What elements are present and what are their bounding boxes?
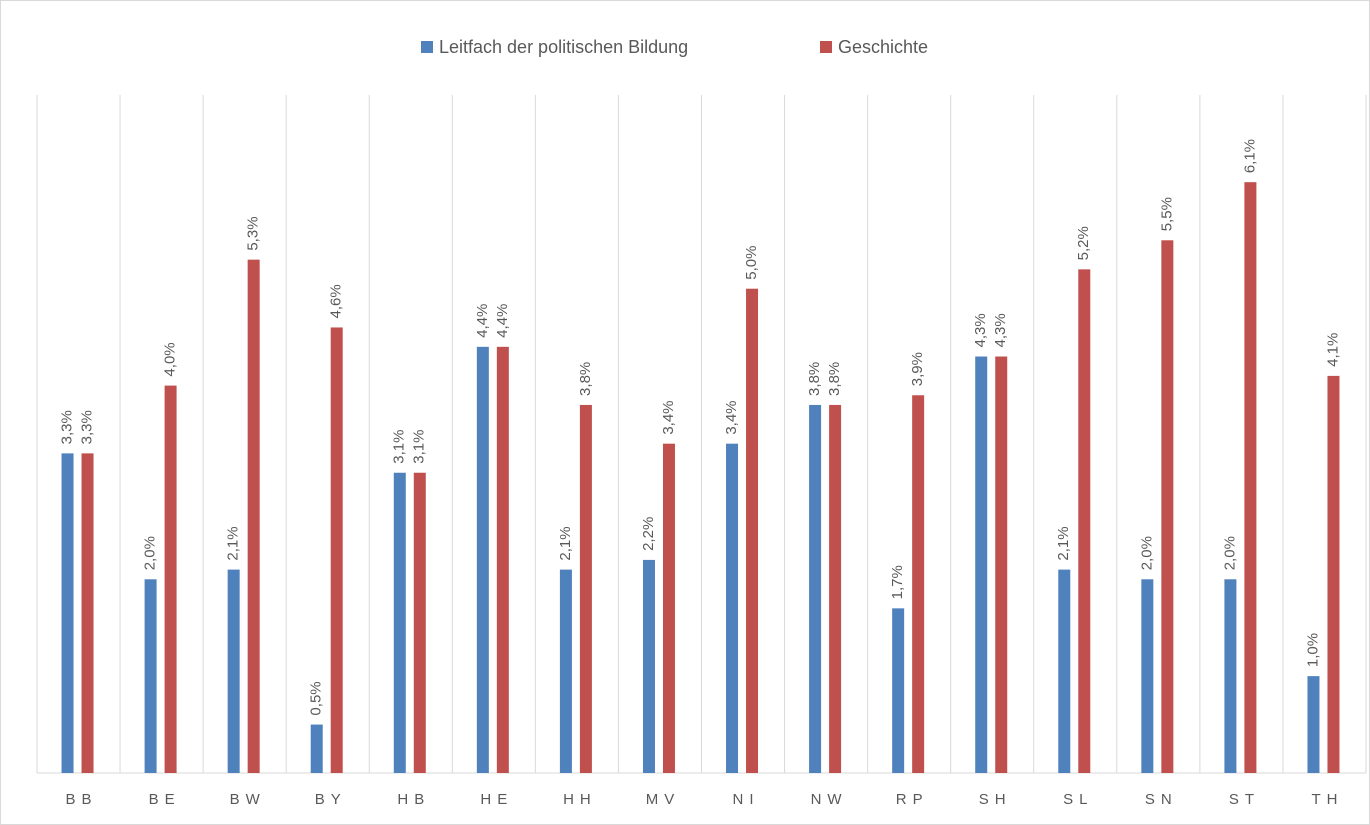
value-label: 2,0% [1221,536,1238,570]
legend-label: Leitfach der politischen Bildung [439,37,688,57]
value-label: 4,3% [972,313,989,347]
value-label: 1,0% [1304,633,1321,667]
value-label: 5,2% [1075,226,1092,260]
x-tick-label: BE [149,791,181,808]
bar [413,472,426,773]
value-label: 4,4% [474,304,491,338]
value-label: 3,4% [723,400,740,434]
bar [81,453,94,773]
value-label: 2,1% [557,526,574,560]
value-label: 2,2% [640,517,657,551]
bar [975,356,988,773]
value-label: 3,9% [909,352,926,386]
bar [1161,240,1174,774]
bar [912,395,925,773]
bar [61,453,74,773]
bar [726,443,739,773]
value-label: 4,0% [162,342,179,376]
x-tick-label: ST [1229,791,1260,808]
bar [476,346,489,773]
legend-label: Geschichte [838,37,928,57]
value-label: 4,1% [1324,333,1341,367]
x-tick-label: SN [1145,791,1178,808]
bar [1307,676,1320,773]
value-label: 3,8% [806,362,823,396]
value-label: 3,4% [660,400,677,434]
x-tick-label: TH [1311,791,1343,808]
bar [330,327,343,773]
bar [164,385,177,773]
x-tick-label: BY [315,791,347,808]
x-tick-label: HH [563,791,597,808]
bar [995,356,1008,773]
value-label: 5,3% [245,216,262,250]
value-label: 1,7% [889,565,906,599]
bar [393,472,406,773]
x-tick-label: HB [397,791,430,808]
bar [1078,269,1091,773]
bar [579,404,592,773]
value-label: 3,3% [79,410,96,444]
bar [829,404,842,773]
value-label: 4,4% [494,304,511,338]
bar [662,443,675,773]
value-label: 2,1% [1055,526,1072,560]
x-tick-label: NI [733,791,760,808]
x-tick-label: NW [811,791,848,808]
value-label: 2,1% [225,526,242,560]
x-tick-label: RP [896,791,929,808]
value-label: 6,1% [1241,139,1258,173]
value-label: 3,8% [577,362,594,396]
bar [227,569,240,773]
bar [247,259,260,774]
x-tick-label: BB [66,791,98,808]
legend-swatch [421,41,433,53]
value-label: 2,0% [1138,536,1155,570]
bar [1058,569,1071,773]
bar [1327,375,1340,773]
bar [496,346,509,773]
legend-swatch [820,41,832,53]
value-label: 3,1% [411,430,428,464]
x-tick-label: BW [230,791,266,808]
x-tick-label: SH [979,791,1012,808]
x-tick-label: HE [480,791,513,808]
bar [1224,579,1237,773]
value-label: 3,8% [826,362,843,396]
bar [746,288,759,773]
bar [144,579,157,773]
bar [310,724,323,773]
value-label: 5,5% [1158,197,1175,231]
value-label: 5,0% [743,246,760,280]
value-label: 3,3% [59,410,76,444]
value-label: 0,5% [308,681,325,715]
bar [559,569,572,773]
bar [1141,579,1154,773]
x-tick-label: MV [646,791,681,808]
x-tick-label: SL [1063,791,1093,808]
value-label: 4,6% [328,284,345,318]
bar [809,404,822,773]
bar [642,559,655,773]
value-label: 2,0% [142,536,159,570]
value-label: 4,3% [992,313,1009,347]
bar [892,608,905,773]
value-label: 3,1% [391,430,408,464]
bar [1244,182,1257,773]
